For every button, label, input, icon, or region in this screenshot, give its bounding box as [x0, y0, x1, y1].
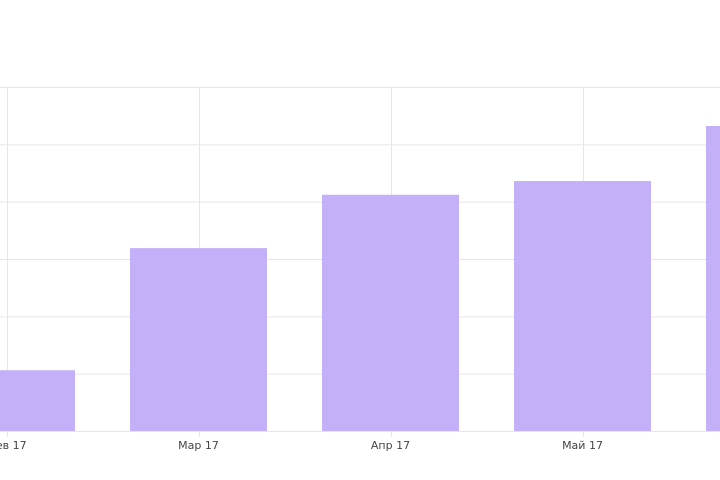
bar [130, 248, 267, 431]
bar [706, 125, 720, 431]
bar [514, 181, 651, 431]
x-tick-label: Фев 17 [0, 439, 27, 452]
x-tick-label: Апр 17 [371, 439, 410, 452]
x-tick-label: Мар 17 [178, 439, 219, 452]
bar [322, 194, 459, 431]
x-tick-label: Май 17 [562, 439, 603, 452]
bar [0, 370, 75, 431]
